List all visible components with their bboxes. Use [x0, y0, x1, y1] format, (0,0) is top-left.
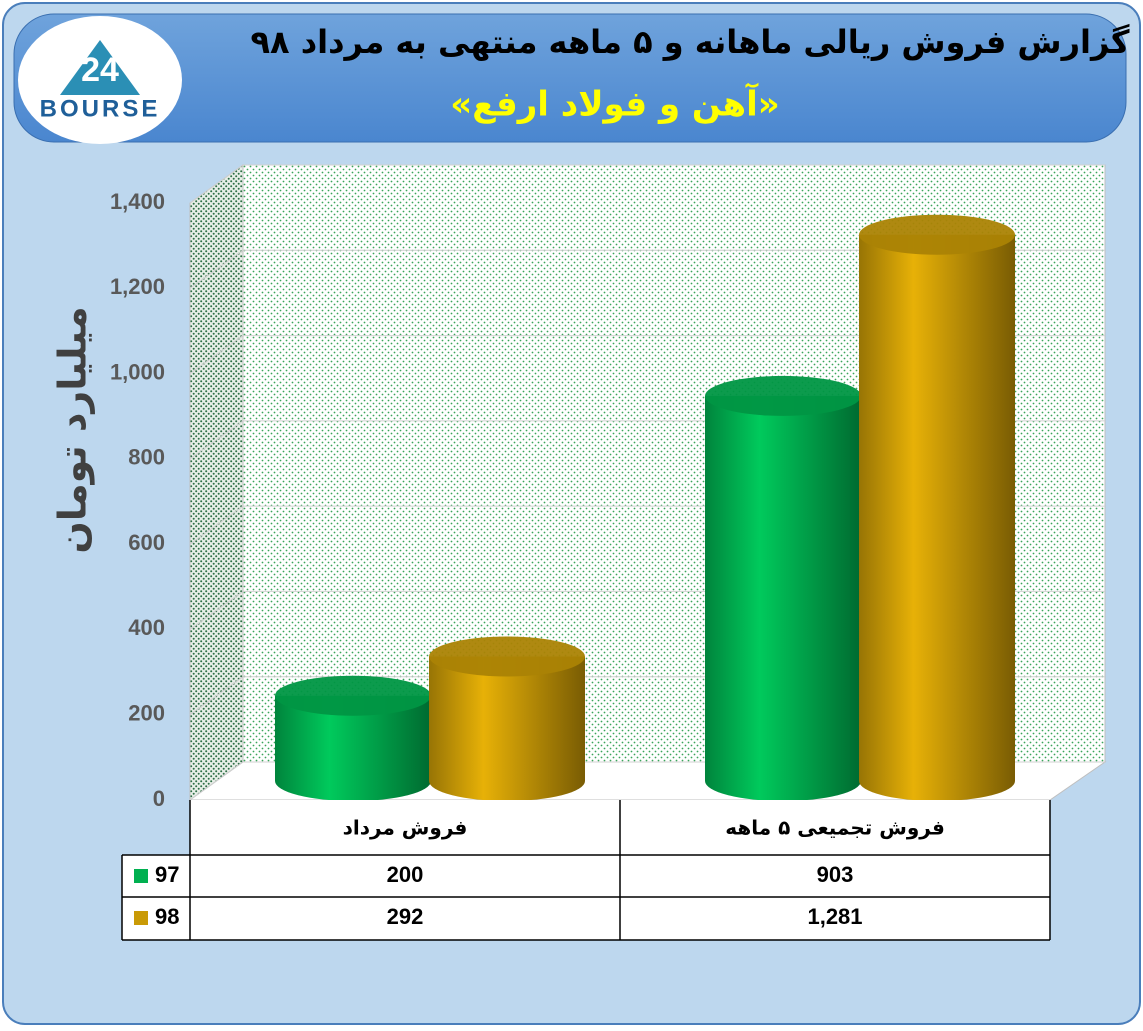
table-lines: [121, 800, 1051, 941]
y-tick-label: 1,000: [110, 359, 165, 384]
bar: [429, 656, 585, 801]
grid-line: [189, 591, 244, 630]
y-tick-label: 200: [128, 701, 165, 726]
header-bar: [13, 13, 1127, 143]
logo-name: BOURSE: [40, 95, 161, 122]
bar-top: [705, 375, 861, 416]
legend-swatch: [134, 911, 148, 925]
chart-subtitle: «آهن و فولاد ارفع»: [450, 83, 779, 125]
table-value: 1,281: [807, 904, 862, 929]
side-wall: [189, 164, 244, 801]
y-tick-label: 600: [128, 530, 165, 555]
legend-label: 98: [155, 904, 179, 929]
y-tick-label: 400: [128, 615, 165, 640]
grid-line: [189, 420, 244, 460]
bar: [275, 695, 431, 801]
y-tick-label: 0: [153, 786, 165, 811]
grid-line: [189, 761, 244, 801]
chart-title: گزارش فروش ریالی ماهانه و ۵ ماهه منتهی ب…: [251, 23, 1130, 61]
table-value: 292: [387, 904, 424, 929]
table-value: 200: [387, 862, 424, 887]
grid-line: [189, 676, 244, 716]
bar-top: [859, 214, 1015, 255]
legend-label: 97: [155, 862, 179, 887]
table-value: 903: [817, 862, 854, 887]
logo-number: 24: [81, 51, 119, 89]
grid-line: [189, 505, 244, 545]
grid-line: [189, 335, 244, 374]
x-tick-label: فروش مرداد: [343, 816, 468, 840]
x-tick-label: فروش تجمیعی ۵ ماهه: [725, 816, 945, 840]
y-axis-label: میلیارد تومان: [51, 306, 95, 553]
legend-swatch: [134, 869, 148, 883]
grid-line: [189, 164, 244, 204]
bar-top: [429, 636, 585, 677]
y-tick-label: 1,400: [110, 189, 165, 214]
y-tick-label: 800: [128, 445, 165, 470]
bar: [859, 234, 1015, 801]
grid-line: [189, 249, 244, 289]
bar: [705, 395, 861, 801]
logo-shape: [60, 40, 140, 95]
bar-top: [275, 675, 431, 716]
y-tick-label: 1,200: [110, 274, 165, 299]
